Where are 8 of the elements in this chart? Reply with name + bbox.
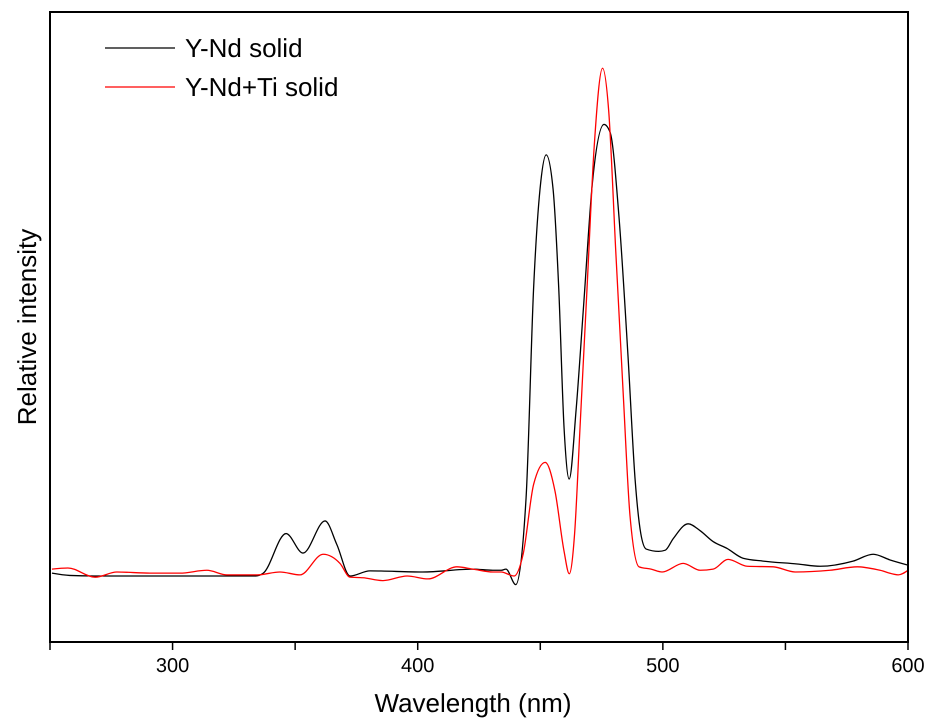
legend-label: Y-Nd solid bbox=[185, 33, 303, 63]
legend-label: Y-Nd+Ti solid bbox=[185, 72, 338, 102]
x-tick-label: 400 bbox=[401, 655, 434, 677]
y-axis-title: Relative intensity bbox=[12, 228, 42, 426]
x-tick-label: 600 bbox=[891, 655, 925, 677]
x-axis-title: Wavelength (nm) bbox=[374, 688, 572, 718]
x-tick-label: 300 bbox=[156, 655, 190, 677]
x-tick-label: 500 bbox=[646, 655, 680, 677]
